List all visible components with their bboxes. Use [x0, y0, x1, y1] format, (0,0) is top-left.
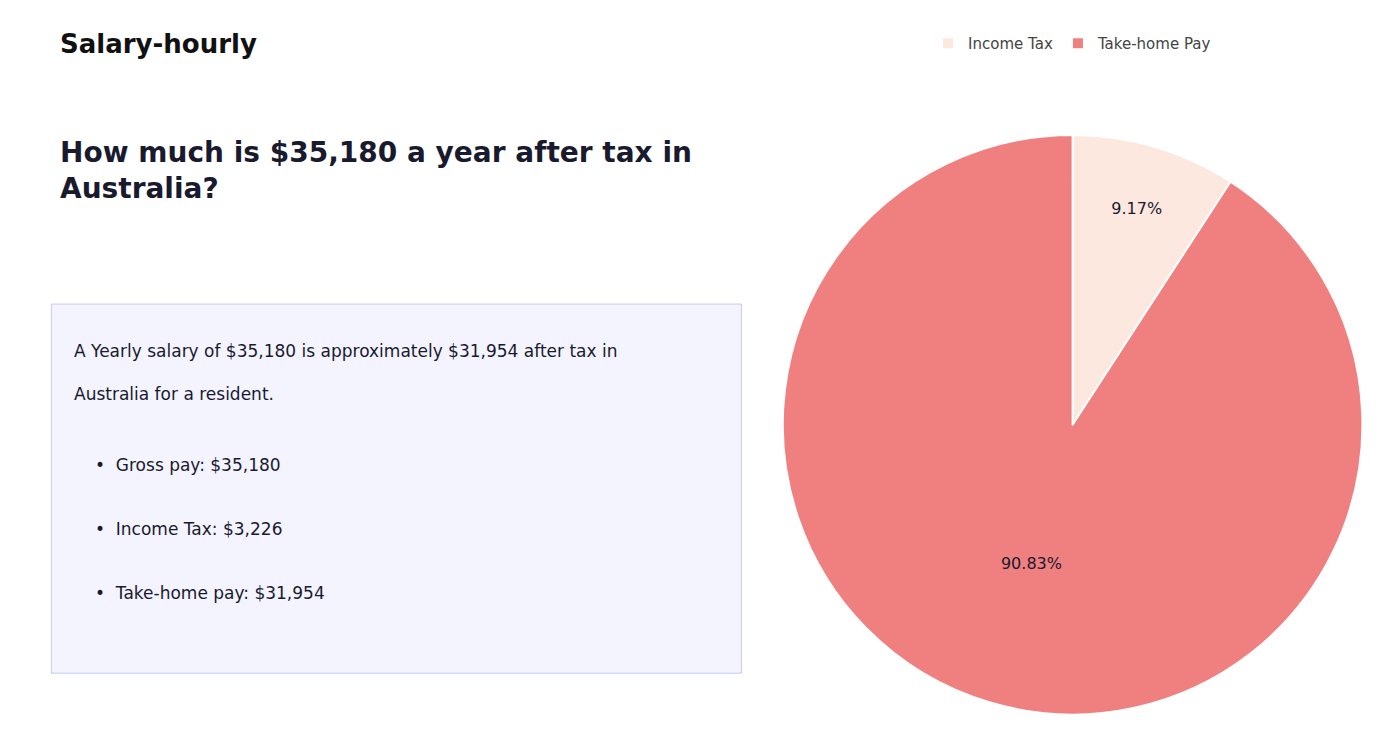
svg-text:Australia for a resident.: Australia for a resident.: [74, 384, 274, 404]
svg-text:9.17%: 9.17%: [1111, 199, 1162, 218]
svg-text:Salary-hourly: Salary-hourly: [60, 29, 257, 59]
svg-text:• Take-home pay: $31,954: • Take-home pay: $31,954: [95, 583, 325, 603]
svg-text:• Income Tax: $3,226: • Income Tax: $3,226: [95, 519, 282, 539]
svg-text:A Yearly salary of $35,180 is: A Yearly salary of $35,180 is approximat…: [74, 341, 618, 361]
svg-text:Take-home Pay: Take-home Pay: [1097, 35, 1211, 53]
svg-text:Income Tax: Income Tax: [968, 35, 1053, 53]
svg-text:• Gross pay: $35,180: • Gross pay: $35,180: [95, 455, 281, 475]
svg-text:90.83%: 90.83%: [1001, 554, 1062, 573]
svg-text:How much is $35,180 a year aft: How much is $35,180 a year after tax inA…: [60, 136, 692, 205]
